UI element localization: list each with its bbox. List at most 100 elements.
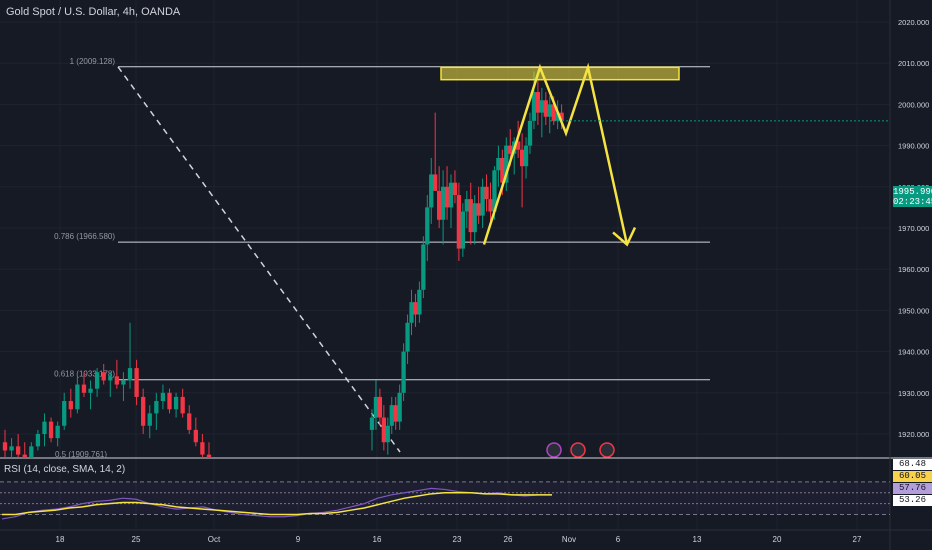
candle-body xyxy=(141,396,146,426)
lightning-icon xyxy=(546,442,562,458)
candle-body xyxy=(425,207,430,245)
us-flag-icon xyxy=(599,442,615,458)
candle-body xyxy=(108,376,113,381)
candle-body xyxy=(206,454,212,458)
fib-label: 0.786 (1966.580) xyxy=(54,232,115,241)
candle-body xyxy=(480,186,485,216)
candle-body xyxy=(496,157,501,171)
candle-body xyxy=(373,396,379,418)
candle-body xyxy=(94,372,100,389)
candle-body xyxy=(200,442,205,455)
candle-body xyxy=(488,199,493,212)
x-tick-label: Nov xyxy=(562,535,576,544)
candle-body xyxy=(559,112,564,121)
candle-body xyxy=(405,322,410,352)
candle-body xyxy=(421,244,426,290)
candle-body xyxy=(484,186,489,200)
projected-path xyxy=(482,62,629,245)
x-tick-label: 20 xyxy=(773,535,782,544)
x-tick-label: 27 xyxy=(853,535,862,544)
candle-body xyxy=(389,405,394,426)
candle-body xyxy=(35,434,41,447)
candle-body xyxy=(508,145,513,154)
candle-body xyxy=(440,186,446,220)
candle-body xyxy=(429,174,434,208)
rsi-line xyxy=(1,487,552,520)
fib-trend-line xyxy=(117,66,401,453)
y-tick-label: 1920.000 xyxy=(898,430,929,439)
candle-body xyxy=(147,413,152,426)
candle-body xyxy=(173,396,179,410)
candle-body xyxy=(543,100,548,117)
candle-body xyxy=(55,425,60,439)
current-price: 1995.990 xyxy=(893,187,932,197)
fib-label: 0.5 (1909.761) xyxy=(55,450,107,459)
candle-body xyxy=(500,157,505,183)
candle-body xyxy=(464,199,469,212)
candle-body xyxy=(193,429,198,443)
candle-body xyxy=(492,170,497,212)
x-tick-label: 16 xyxy=(373,535,382,544)
candle-body xyxy=(48,421,54,439)
rsi-badge-4: 53.26 xyxy=(893,495,932,506)
candle-body xyxy=(468,199,473,233)
candle-body xyxy=(393,405,398,422)
candle-body xyxy=(519,149,525,167)
candle-body xyxy=(127,368,133,381)
candle-body xyxy=(401,351,406,393)
x-tick-label: 9 xyxy=(296,535,301,544)
candle-body xyxy=(476,203,481,216)
rsi-title: RSI (14, close, SMA, 14, 2) xyxy=(4,464,126,475)
candle-body xyxy=(417,289,422,315)
candle-body xyxy=(180,396,185,414)
current-price-badge: 1995.990 02:23:45 xyxy=(893,186,932,207)
y-tick-label: 1990.000 xyxy=(898,142,929,151)
candle-body xyxy=(448,182,454,208)
x-tick-label: 25 xyxy=(132,535,141,544)
candle-body xyxy=(527,120,533,146)
rsi-sma-line xyxy=(2,491,552,516)
candle-body xyxy=(452,182,458,196)
y-tick-label: 1970.000 xyxy=(898,224,929,233)
candle-body xyxy=(68,401,73,410)
candle-body xyxy=(551,104,556,121)
y-tick-label: 2000.000 xyxy=(898,100,929,109)
candle-body xyxy=(531,92,537,121)
candle-body xyxy=(369,417,375,430)
bar-countdown: 02:23:45 xyxy=(893,197,932,207)
candle-body xyxy=(555,112,560,121)
candle-body xyxy=(437,190,442,220)
candle-body xyxy=(167,392,172,410)
x-tick-label: 6 xyxy=(616,535,621,544)
y-tick-label: 2020.000 xyxy=(898,18,929,27)
candle-body xyxy=(2,442,8,451)
x-tick-label: 13 xyxy=(693,535,702,544)
candle-body xyxy=(535,92,541,113)
rsi-badge-3: 57.76 xyxy=(893,483,932,494)
candle-body xyxy=(88,388,93,393)
candle-body xyxy=(504,145,509,183)
candle-body xyxy=(444,186,450,208)
rsi-badge-1: 68.48 xyxy=(893,459,932,470)
y-tick-label: 1940.000 xyxy=(898,348,929,357)
candle-body xyxy=(121,380,126,385)
candle-body xyxy=(381,417,386,443)
candle-body xyxy=(413,302,418,315)
x-tick-label: Oct xyxy=(208,535,221,544)
candle-body xyxy=(22,454,27,458)
candle-body xyxy=(154,401,159,414)
candle-body xyxy=(114,376,120,385)
x-tick-label: 23 xyxy=(453,535,462,544)
rsi-band-fill xyxy=(0,481,890,515)
candle-body xyxy=(134,368,139,397)
x-tick-label: 26 xyxy=(504,535,513,544)
candle-body xyxy=(29,446,34,458)
candle-body xyxy=(9,446,14,451)
candle-body xyxy=(547,104,552,117)
candle-body xyxy=(523,145,529,167)
candle-body xyxy=(397,392,402,422)
candle-body xyxy=(42,421,47,434)
candle-body xyxy=(385,425,390,443)
candle-body xyxy=(460,211,465,249)
